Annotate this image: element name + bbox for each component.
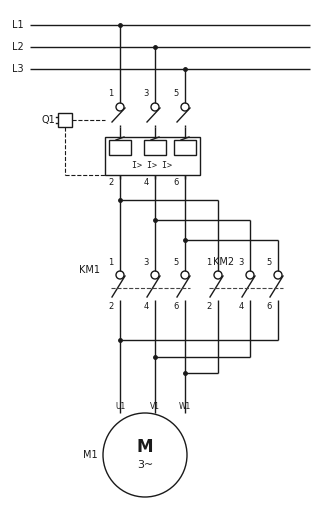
Text: 4: 4 [144,178,149,187]
Text: 1: 1 [108,89,114,98]
Text: 2: 2 [206,302,212,311]
Text: 5: 5 [266,258,272,267]
Text: 6: 6 [266,302,272,311]
Text: 2: 2 [108,302,114,311]
Text: Q1: Q1 [41,115,55,125]
Bar [105,137,200,175]
Text: 6: 6 [173,302,179,311]
Text: 4: 4 [238,302,244,311]
Text: L1: L1 [12,20,24,30]
Bar [144,140,166,155]
Bar [109,140,131,155]
Text: 4: 4 [144,302,149,311]
Text: KM1: KM1 [79,265,100,275]
Text: U1: U1 [115,402,125,411]
Text: 2: 2 [108,178,114,187]
Text: L2: L2 [12,42,24,52]
Text: M: M [137,438,153,456]
Text: L3: L3 [12,64,24,74]
Text: I> I> I>: I> I> I> [133,161,172,169]
Text: KM2: KM2 [213,257,234,267]
Text: 1: 1 [108,258,114,267]
Text: 3: 3 [143,258,149,267]
Bar [58,113,72,127]
Bar [174,140,196,155]
Text: W1: W1 [179,402,191,411]
Text: M1: M1 [83,450,98,460]
Text: V1: V1 [150,402,160,411]
Text: 3~: 3~ [137,460,153,470]
Text: 6: 6 [173,178,179,187]
Text: 3: 3 [143,89,149,98]
Text: 5: 5 [173,89,179,98]
Text: 1: 1 [206,258,212,267]
Text: 5: 5 [173,258,179,267]
Text: 3: 3 [238,258,244,267]
